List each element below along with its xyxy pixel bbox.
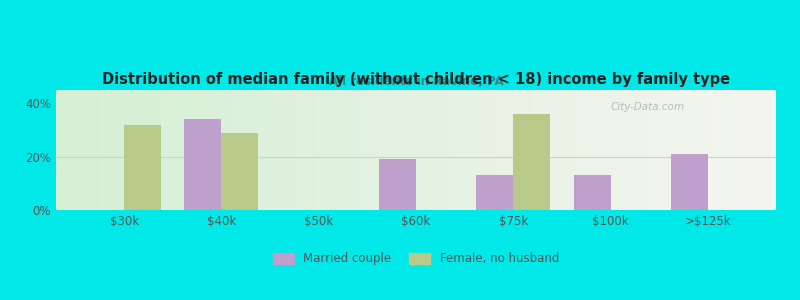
Bar bbox=[574, 175, 610, 210]
Legend: Married couple, Female, no husband: Married couple, Female, no husband bbox=[268, 248, 564, 270]
Text: City-Data.com: City-Data.com bbox=[610, 102, 685, 112]
Bar bbox=[124, 125, 161, 210]
Bar bbox=[222, 133, 258, 210]
Title: Distribution of median family (without children < 18) income by family type: Distribution of median family (without c… bbox=[102, 72, 730, 87]
Bar bbox=[671, 154, 708, 210]
Bar bbox=[514, 114, 550, 210]
Bar bbox=[185, 119, 222, 210]
Bar bbox=[379, 159, 416, 210]
Bar bbox=[476, 175, 514, 210]
Text: All residents in Ravine, PA: All residents in Ravine, PA bbox=[329, 75, 503, 88]
